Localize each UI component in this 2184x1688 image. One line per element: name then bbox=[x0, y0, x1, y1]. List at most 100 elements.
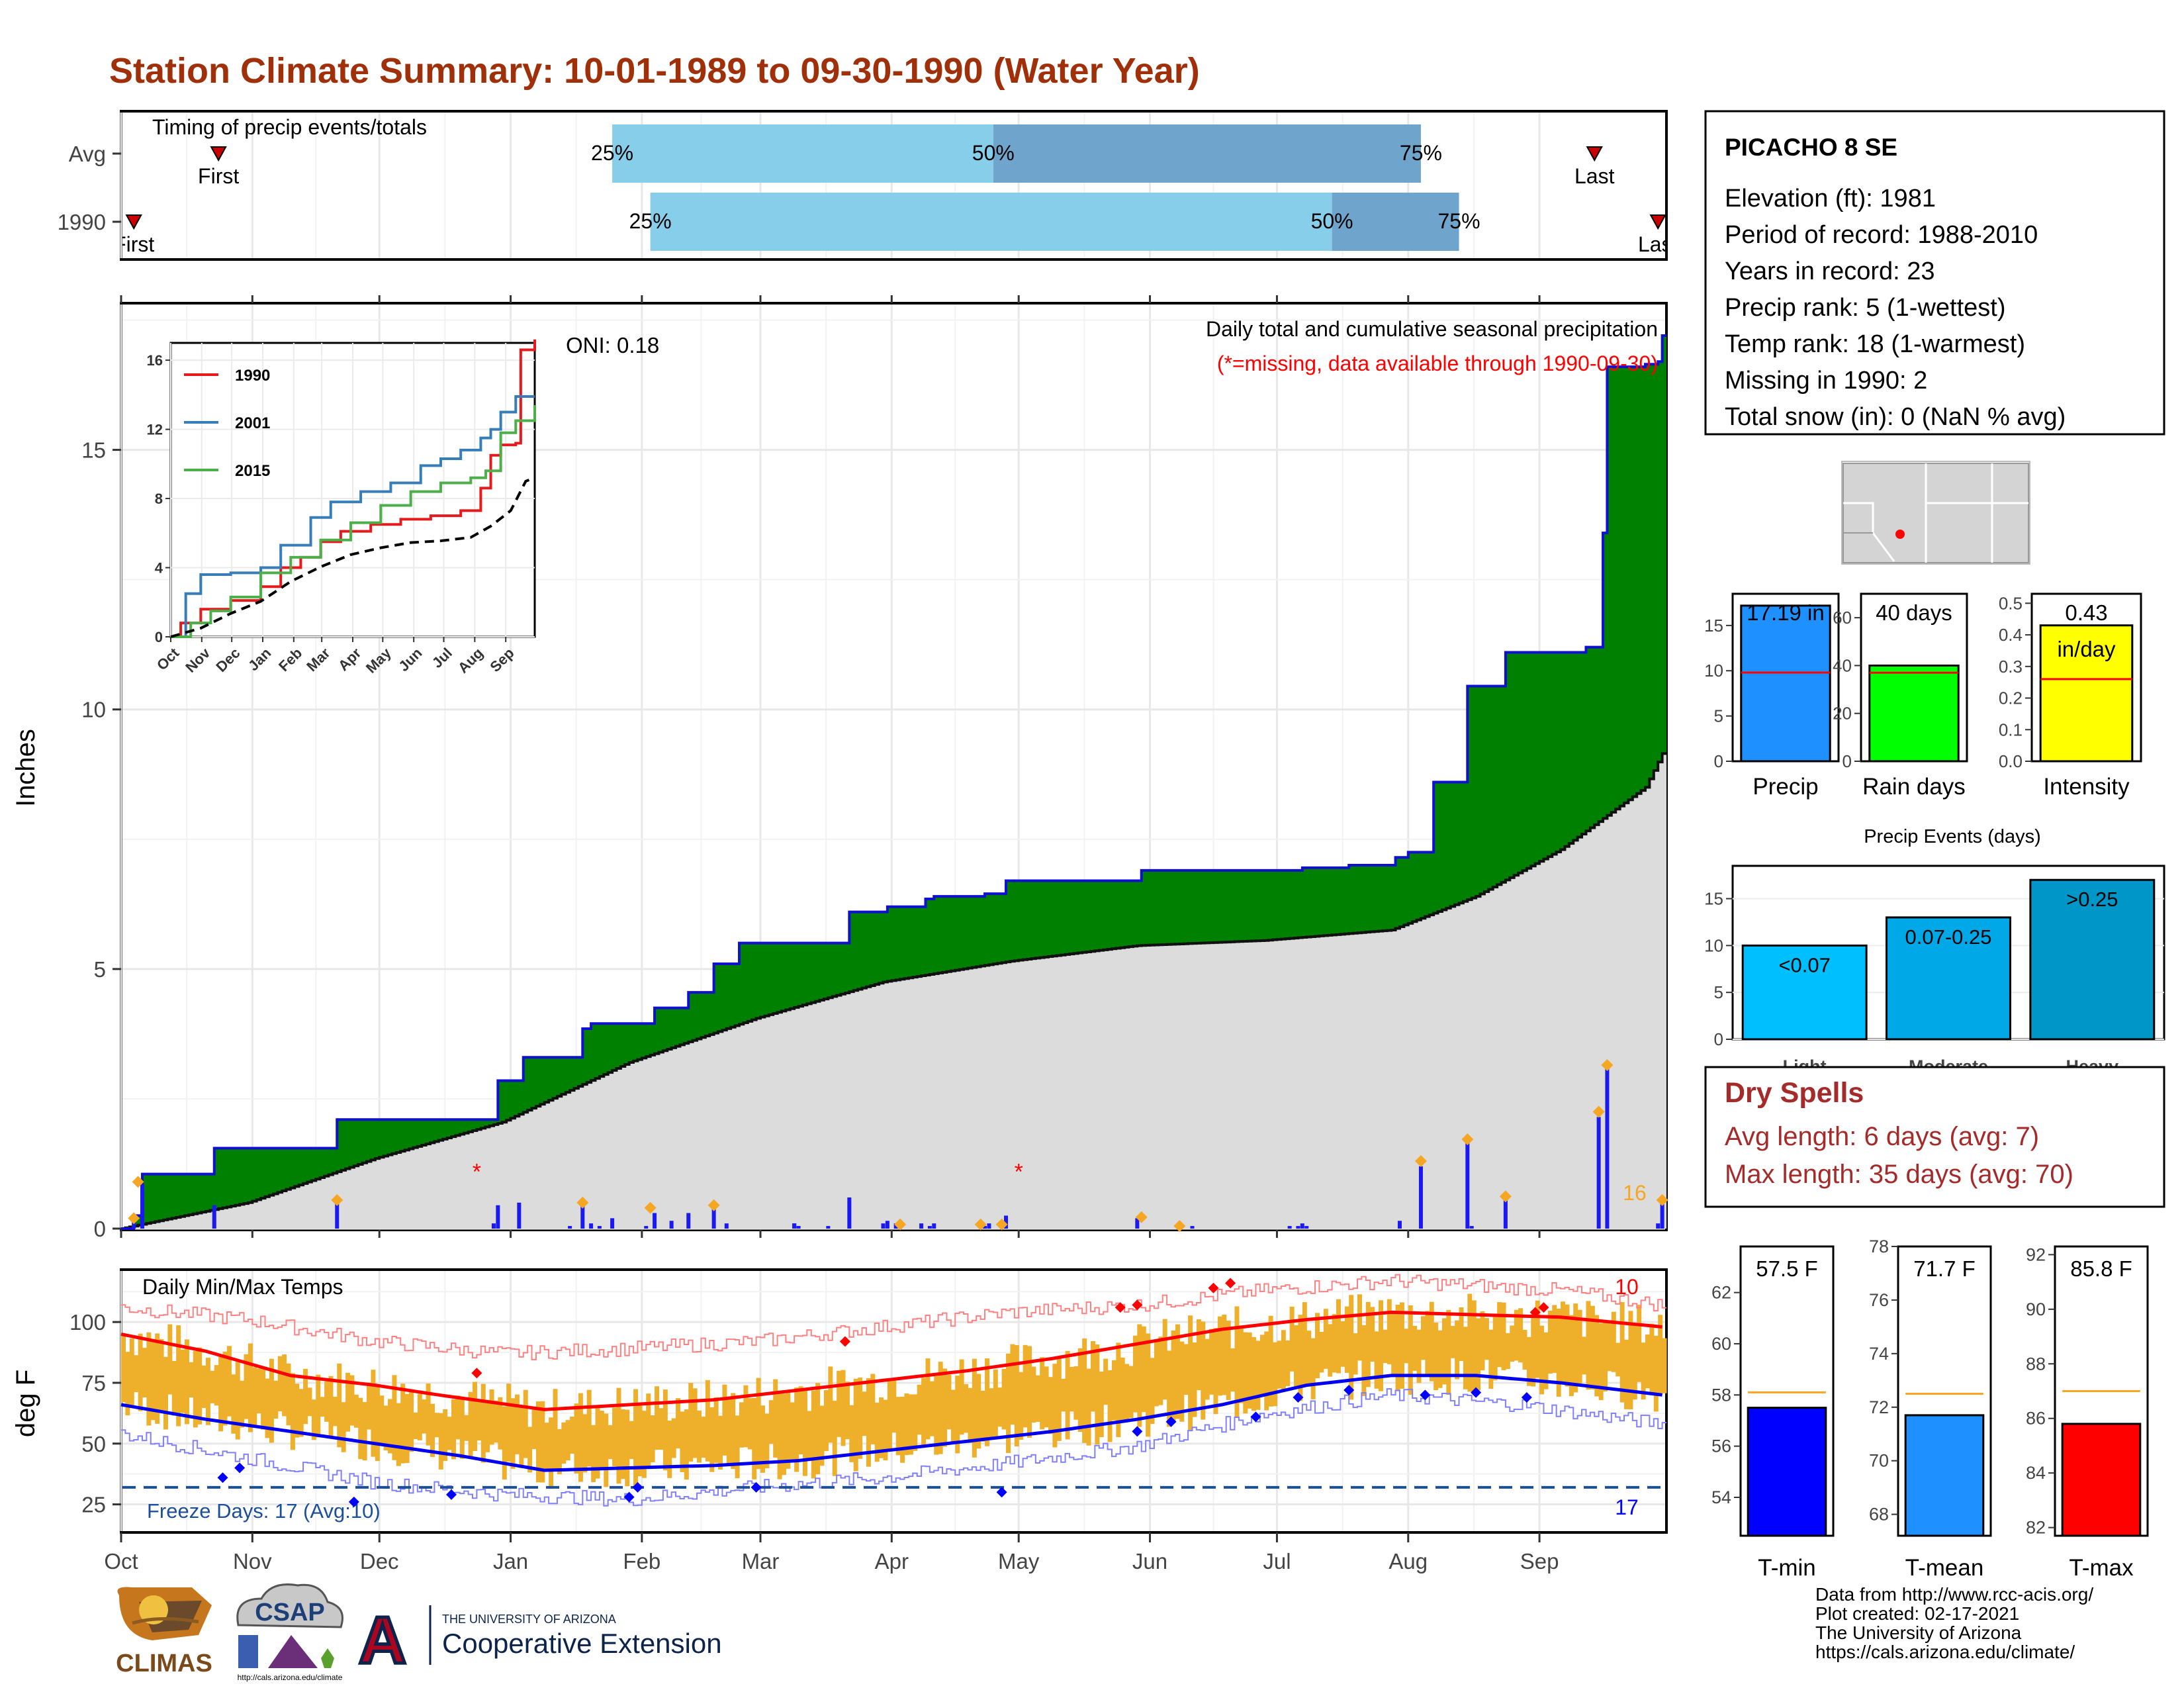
daily-temp-range-bar bbox=[328, 1376, 334, 1438]
daily-temp-range-bar bbox=[612, 1407, 617, 1467]
daily-temp-range-bar bbox=[540, 1401, 545, 1483]
daily-temp-range-bar bbox=[667, 1421, 672, 1478]
daily-temp-range-bar bbox=[1531, 1313, 1536, 1387]
timing-first-label: First bbox=[113, 232, 154, 256]
daily-temp-range-bar bbox=[802, 1389, 807, 1476]
daily-temp-range-bar bbox=[929, 1381, 934, 1436]
daily-temp-range-bar bbox=[1111, 1360, 1116, 1421]
daily-temp-range-bar bbox=[1167, 1350, 1172, 1427]
daily-temp-range-bar bbox=[379, 1395, 385, 1445]
summary-bar-name: T-min bbox=[1758, 1555, 1816, 1581]
daily-temp-range-bar bbox=[1340, 1321, 1345, 1367]
daily-temp-range-bar bbox=[1471, 1300, 1477, 1393]
daily-temp-range-bar bbox=[477, 1402, 482, 1441]
daily-precip-bar bbox=[792, 1223, 797, 1229]
inset-y-tick-label: 16 bbox=[147, 352, 163, 369]
daily-temp-range-bar bbox=[163, 1356, 168, 1430]
daily-temp-range-bar bbox=[1556, 1308, 1561, 1397]
daily-temp-range-bar bbox=[1662, 1338, 1667, 1393]
daily-precip-bar bbox=[826, 1226, 831, 1229]
summary-bar-value bbox=[1747, 1407, 1827, 1537]
daily-temp-range-bar bbox=[790, 1402, 795, 1460]
timing-bar-25-50 bbox=[612, 124, 993, 183]
daily-temp-range-bar bbox=[176, 1325, 181, 1427]
daily-temp-range-bar bbox=[684, 1409, 689, 1480]
dry-spells-box: Dry Spells Avg length: 6 days (avg: 7) M… bbox=[1704, 1066, 2165, 1208]
daily-temp-range-bar bbox=[1061, 1378, 1066, 1412]
daily-temp-range-bar bbox=[688, 1383, 694, 1462]
daily-temp-range-bar bbox=[553, 1389, 558, 1470]
daily-temp-range-bar bbox=[1370, 1307, 1375, 1362]
daily-temp-range-bar bbox=[1336, 1299, 1342, 1374]
daily-temp-range-bar bbox=[1450, 1326, 1455, 1358]
inset-legend-label: 2001 bbox=[235, 414, 270, 432]
summary-bar-y-tick: 84 bbox=[2026, 1463, 2046, 1483]
daily-temp-range-bar bbox=[959, 1359, 964, 1435]
events-y-tick: 5 bbox=[1714, 982, 1723, 1002]
daily-temp-range-bar bbox=[1230, 1348, 1236, 1392]
daily-temp-range-bar bbox=[862, 1391, 867, 1436]
daily-temp-range-bar bbox=[1353, 1333, 1358, 1375]
daily-temp-range-bar bbox=[447, 1417, 452, 1450]
daily-temp-range-bar bbox=[1188, 1315, 1193, 1430]
daily-temp-range-bar bbox=[1492, 1315, 1498, 1381]
month-axis: Oct Nov Dec Jan Feb Mar Apr May Jun Jul Aug Sep bbox=[104, 1532, 1559, 1573]
station-name: PICACHO 8 SE bbox=[1725, 134, 1897, 161]
record-low-marker bbox=[1343, 1384, 1355, 1395]
summary-bar-y-tick: 0.5 bbox=[1999, 593, 2023, 613]
cold-day-count: 17 bbox=[1615, 1495, 1639, 1519]
daily-temp-range-bar bbox=[1044, 1366, 1049, 1428]
daily-temp-range-bar bbox=[222, 1351, 228, 1426]
daily-temp-range-bar bbox=[599, 1411, 604, 1469]
daily-temp-range-bar bbox=[464, 1415, 469, 1441]
summary-bar-y-tick: 60 bbox=[1833, 608, 1852, 628]
daily-temp-range-bar bbox=[205, 1358, 210, 1425]
precip-y-tick-label: 0 bbox=[94, 1217, 106, 1241]
footer-line: Plot created: 02-17-2021 bbox=[1815, 1603, 2019, 1624]
daily-temp-range-bar bbox=[1561, 1301, 1566, 1383]
timing-p50-label: 50% bbox=[1311, 209, 1353, 233]
daily-temp-range-bar bbox=[908, 1394, 913, 1455]
daily-precip-bar bbox=[1304, 1226, 1309, 1229]
daily-precip-bar bbox=[711, 1207, 716, 1229]
daily-temp-range-bar bbox=[557, 1429, 562, 1475]
record-high-marker bbox=[1208, 1282, 1219, 1293]
summary-bar-label: 71.7 F bbox=[1913, 1256, 1976, 1281]
daily-temp-range-bar bbox=[946, 1374, 952, 1430]
daily-temp-range-bar bbox=[591, 1425, 596, 1482]
daily-temp-range-bar bbox=[1065, 1350, 1070, 1440]
daily-temp-range-bar bbox=[1247, 1332, 1252, 1409]
daily-temp-range-bar bbox=[455, 1395, 461, 1440]
daily-precip-bar bbox=[1596, 1117, 1601, 1229]
daily-temp-range-bar bbox=[625, 1409, 630, 1487]
daily-temp-range-bar bbox=[184, 1339, 189, 1425]
daily-temp-range-bar bbox=[472, 1382, 477, 1451]
daily-temp-range-bar bbox=[261, 1369, 266, 1430]
daily-temp-range-bar bbox=[1420, 1316, 1426, 1360]
daily-temp-range-bar bbox=[121, 1335, 126, 1403]
daily-temp-range-bar bbox=[1289, 1306, 1295, 1372]
daily-temp-range-bar bbox=[396, 1403, 401, 1466]
daily-temp-range-bar bbox=[400, 1383, 406, 1464]
daily-temp-range-bar bbox=[1146, 1333, 1151, 1437]
daily-temp-range-bar bbox=[1277, 1340, 1282, 1389]
daily-precip-bar bbox=[983, 1226, 987, 1229]
summary-bar-name: Intensity bbox=[2043, 774, 2130, 800]
daily-temp-range-bar bbox=[1573, 1303, 1578, 1393]
daily-precip-bar bbox=[1397, 1221, 1402, 1229]
events-bar-heavy bbox=[2029, 878, 2156, 1041]
summary-bar-y-tick: 70 bbox=[1869, 1451, 1889, 1471]
record-low-marker bbox=[1420, 1389, 1431, 1401]
daily-temp-range-bar bbox=[1175, 1324, 1180, 1419]
daily-precip-marker bbox=[132, 1176, 144, 1188]
daily-temp-range-bar bbox=[883, 1399, 888, 1461]
daily-temp-range-bar bbox=[561, 1422, 567, 1464]
summary-bar-label: 17.19 in bbox=[1747, 600, 1824, 625]
daily-temp-range-bar bbox=[1179, 1341, 1185, 1422]
daily-temp-range-bar bbox=[650, 1415, 655, 1463]
daily-temp-range-bar bbox=[150, 1340, 156, 1421]
record-high-marker bbox=[1538, 1302, 1549, 1313]
daily-temp-range-bar bbox=[841, 1370, 846, 1446]
daily-temp-range-bar bbox=[1103, 1358, 1109, 1405]
daily-temp-range-bar bbox=[1484, 1318, 1489, 1360]
